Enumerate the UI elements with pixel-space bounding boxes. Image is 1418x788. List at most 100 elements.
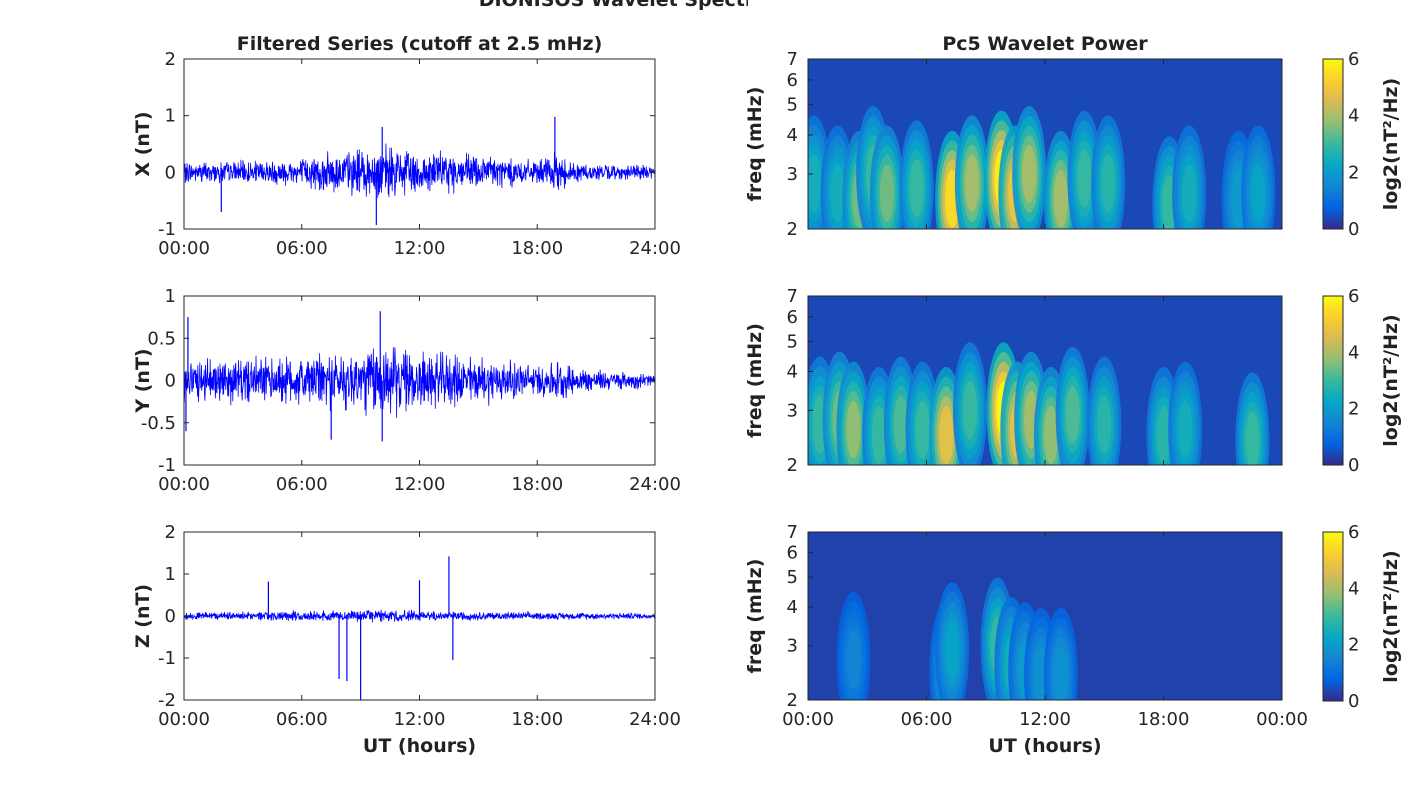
wavelet-power-blob bbox=[871, 405, 887, 464]
x-tick-label: 12:00 bbox=[394, 238, 446, 259]
colorbar-tick-label: 4 bbox=[1348, 106, 1359, 127]
y-tick-label: 7 bbox=[787, 522, 798, 543]
wavelet-power-blob bbox=[1156, 405, 1171, 464]
colorbar-tick-label: 2 bbox=[1348, 399, 1359, 420]
panel-title: Filtered Series (cutoff at 2.5 mHz) bbox=[237, 33, 603, 55]
y-axis-label: Y (nT) bbox=[132, 348, 154, 413]
wavelet-power-blob bbox=[879, 164, 895, 223]
y-tick-label: 5 bbox=[787, 95, 798, 116]
y-tick-label: 2 bbox=[787, 219, 798, 240]
colorbar-tick-label: 0 bbox=[1348, 219, 1359, 240]
panel-3: -1 -0.5 0 0.5 1 00:00 06:00 12:00 18:00 24:00 Y (n… bbox=[132, 286, 681, 495]
panel-title: Pc5 Wavelet Power bbox=[942, 33, 1148, 55]
wavelet-power-blob bbox=[893, 395, 909, 454]
wavelet-power-blob bbox=[1178, 400, 1193, 459]
wavelet-power-blob bbox=[846, 400, 861, 459]
x-tick-label: 00:00 bbox=[158, 474, 210, 495]
x-tick-label: 06:00 bbox=[276, 709, 328, 730]
x-tick-label: 18:00 bbox=[511, 709, 563, 730]
colorbar-tick-label: 0 bbox=[1348, 455, 1359, 476]
colorbar: 0 2 4 6 log2(nT²/Hz) bbox=[1322, 49, 1402, 240]
colorbar-tick-label: 2 bbox=[1348, 162, 1359, 183]
mask-right bbox=[1282, 49, 1320, 239]
y-tick-label: 0 bbox=[165, 606, 176, 627]
y-tick-label: 2 bbox=[787, 455, 798, 476]
x-tick-label: 06:00 bbox=[901, 709, 953, 730]
wavelet-power-blob bbox=[962, 381, 978, 440]
y-tick-label: 3 bbox=[787, 400, 798, 421]
y-tick-label: -0.5 bbox=[141, 413, 176, 434]
wavelet-power-blob bbox=[846, 630, 861, 689]
y-tick-label: 4 bbox=[787, 125, 798, 146]
wavelet-power-blob bbox=[1097, 395, 1112, 454]
colorbar-label: log2(nT²/Hz) bbox=[1380, 78, 1402, 210]
wavelet-power-blob bbox=[1065, 385, 1080, 444]
mask-right bbox=[1282, 286, 1320, 475]
y-tick-label: 1 bbox=[165, 286, 176, 307]
colorbar-gradient bbox=[1323, 296, 1343, 465]
y-tick-label: 3 bbox=[787, 636, 798, 657]
colorbar-tick-label: 4 bbox=[1348, 342, 1359, 363]
colorbar: 0 2 4 6 log2(nT²/Hz) bbox=[1322, 286, 1402, 476]
y-axis-label: X (nT) bbox=[132, 111, 154, 176]
y-tick-label: -2 bbox=[158, 690, 176, 711]
colorbar-label: log2(nT²/Hz) bbox=[1380, 314, 1402, 446]
x-tick-label: 18:00 bbox=[511, 474, 563, 495]
colorbar-tick-label: 2 bbox=[1348, 635, 1359, 656]
wavelet-power-blob bbox=[1053, 646, 1069, 705]
y-tick-label: -1 bbox=[158, 455, 176, 476]
wavelet-power-blob bbox=[1053, 169, 1069, 228]
y-tick-label: 4 bbox=[787, 361, 798, 382]
x-tick-label: 24:00 bbox=[629, 474, 681, 495]
y-tick-label: 6 bbox=[787, 70, 798, 91]
wavelet-power-blob bbox=[1077, 149, 1092, 208]
y-tick-label: 1 bbox=[165, 106, 176, 127]
y-axis-label: freq (mHz) bbox=[744, 323, 766, 438]
wavelet-power-blob bbox=[964, 154, 980, 213]
wavelet-power-blob bbox=[944, 621, 960, 680]
wavelet-power-blob bbox=[830, 164, 845, 223]
x-tick-label: 18:00 bbox=[1138, 709, 1190, 730]
series-trace bbox=[183, 347, 656, 418]
mask-left bbox=[748, 49, 808, 239]
panel-1: -1 0 1 2 00:00 06:00 12:00 18:00 24:00 Filtered S… bbox=[132, 33, 681, 259]
y-axis-label: Z (nT) bbox=[132, 584, 154, 648]
wavelet-power-blob bbox=[915, 400, 930, 459]
mask-bottom bbox=[748, 700, 1342, 760]
y-tick-label: 2 bbox=[787, 690, 798, 711]
x-tick-label: 00:00 bbox=[158, 709, 210, 730]
x-tick-label: 18:00 bbox=[511, 238, 563, 259]
colorbar-tick-label: 6 bbox=[1348, 286, 1359, 307]
mask-left bbox=[748, 522, 808, 710]
colorbar-label: log2(nT²/Hz) bbox=[1380, 550, 1402, 682]
series-trace bbox=[183, 143, 656, 198]
x-tick-label: 00:00 bbox=[1256, 709, 1308, 730]
x-tick-label: 06:00 bbox=[276, 238, 328, 259]
y-axis-label: freq (mHz) bbox=[744, 87, 766, 202]
wavelet-power-blob bbox=[909, 159, 924, 218]
wavelet-power-blob bbox=[1245, 411, 1260, 470]
y-tick-label: 0 bbox=[165, 162, 176, 183]
colorbar-tick-label: 6 bbox=[1348, 522, 1359, 543]
y-tick-label: 5 bbox=[787, 567, 798, 588]
colorbar-tick-label: 6 bbox=[1348, 49, 1359, 70]
y-tick-label: 6 bbox=[787, 307, 798, 328]
panel-5: -2 -1 0 1 2 00:00 06:00 12:00 18:00 24:00 UT (hour… bbox=[132, 522, 681, 757]
y-tick-label: 1 bbox=[165, 564, 176, 585]
x-axis-label: UT (hours) bbox=[988, 735, 1101, 757]
y-tick-label: -1 bbox=[158, 648, 176, 669]
colorbar-gradient bbox=[1323, 59, 1343, 229]
wavelet-power-blob bbox=[1043, 405, 1059, 464]
mask-top bbox=[748, 472, 1342, 532]
panel-6: 2 3 4 5 67 00:00 06:00 12:00 18:00 00:00 UT (hours… bbox=[744, 472, 1342, 760]
y-tick-label: 0.5 bbox=[147, 328, 176, 349]
y-axis-label: freq (mHz) bbox=[744, 559, 766, 674]
x-tick-label: 06:00 bbox=[276, 474, 328, 495]
x-tick-label: 12:00 bbox=[394, 474, 446, 495]
colorbar-tick-label: 4 bbox=[1348, 578, 1359, 599]
wavelet-power-blob bbox=[1101, 154, 1116, 213]
y-tick-label: 7 bbox=[787, 286, 798, 307]
wavelet-power-blob bbox=[1251, 164, 1266, 223]
colorbar: 0 2 4 6 log2(nT²/Hz) bbox=[1322, 522, 1402, 712]
